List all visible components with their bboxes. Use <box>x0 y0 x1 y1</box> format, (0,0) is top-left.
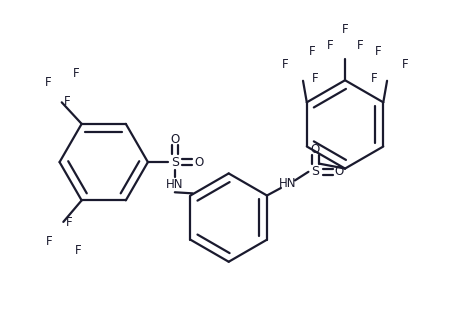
Text: S: S <box>171 156 179 169</box>
Text: F: F <box>64 95 70 108</box>
Text: F: F <box>375 45 381 58</box>
Text: HN: HN <box>279 177 296 190</box>
Text: S: S <box>311 165 319 178</box>
Text: F: F <box>312 72 319 85</box>
Text: F: F <box>357 39 363 52</box>
Text: F: F <box>309 45 315 58</box>
Text: F: F <box>371 72 378 85</box>
Text: F: F <box>282 58 288 71</box>
Text: F: F <box>46 236 53 248</box>
Text: O: O <box>170 133 179 146</box>
Text: F: F <box>75 245 81 258</box>
Text: F: F <box>65 216 72 229</box>
Text: HN: HN <box>166 178 184 191</box>
Text: F: F <box>44 76 51 89</box>
Text: F: F <box>73 67 80 80</box>
Text: F: F <box>342 23 349 36</box>
Text: O: O <box>194 156 203 169</box>
Text: F: F <box>327 39 333 52</box>
Text: O: O <box>311 143 320 156</box>
Text: F: F <box>402 58 408 71</box>
Text: O: O <box>335 165 344 178</box>
